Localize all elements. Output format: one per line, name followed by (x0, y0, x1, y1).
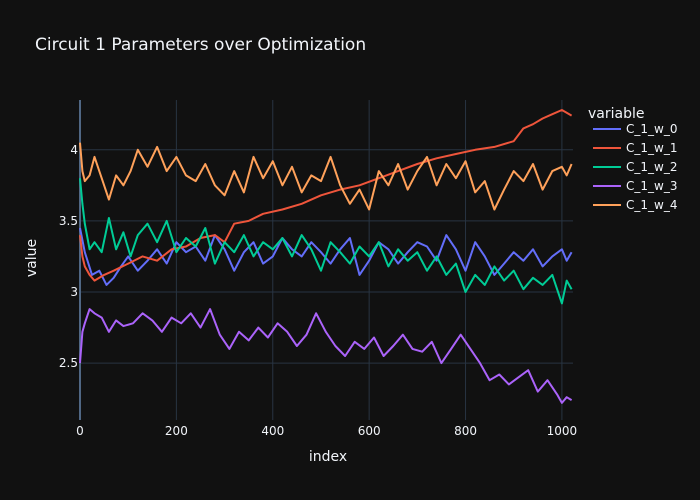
series-line-C_1_w_3 (79, 308, 573, 404)
y-tick-label: 2.5 (59, 356, 78, 370)
y-tick-label: 3.5 (59, 214, 78, 228)
y-axis-title: value (24, 239, 40, 277)
series-line-C_1_w_0 (79, 227, 573, 286)
legend-item-label: C_1_w_0 (626, 122, 677, 136)
legend: variable C_1_w_0 C_1_w_1 C_1_w_2 C_1_w_3 C_1… (588, 106, 677, 212)
y-tick-label: 4 (70, 143, 78, 157)
axis-tick-labels: 0 200 400 600 800 1000 2.5 3 3.5 4 (59, 143, 577, 438)
legend-item-label: C_1_w_1 (626, 141, 677, 155)
x-axis-title: index (309, 449, 347, 465)
series-line-C_1_w_1 (79, 109, 573, 282)
x-tick-label: 800 (454, 424, 477, 438)
x-tick-label: 0 (76, 424, 84, 438)
legend-item-label: C_1_w_2 (626, 160, 677, 174)
series-line-C_1_w_4 (79, 142, 573, 211)
x-tick-label: 600 (358, 424, 381, 438)
chart-title: Circuit 1 Parameters over Optimization (35, 35, 366, 55)
x-tick-label: 400 (261, 424, 284, 438)
legend-item-label: C_1_w_4 (626, 198, 677, 212)
y-tick-label: 3 (70, 285, 78, 299)
series-line-C_1_w_2 (79, 178, 573, 305)
legend-item-label: C_1_w_3 (626, 179, 677, 193)
series-lines (79, 109, 573, 404)
legend-title: variable (588, 106, 644, 122)
x-tick-label: 200 (165, 424, 188, 438)
x-tick-label: 1000 (547, 424, 578, 438)
